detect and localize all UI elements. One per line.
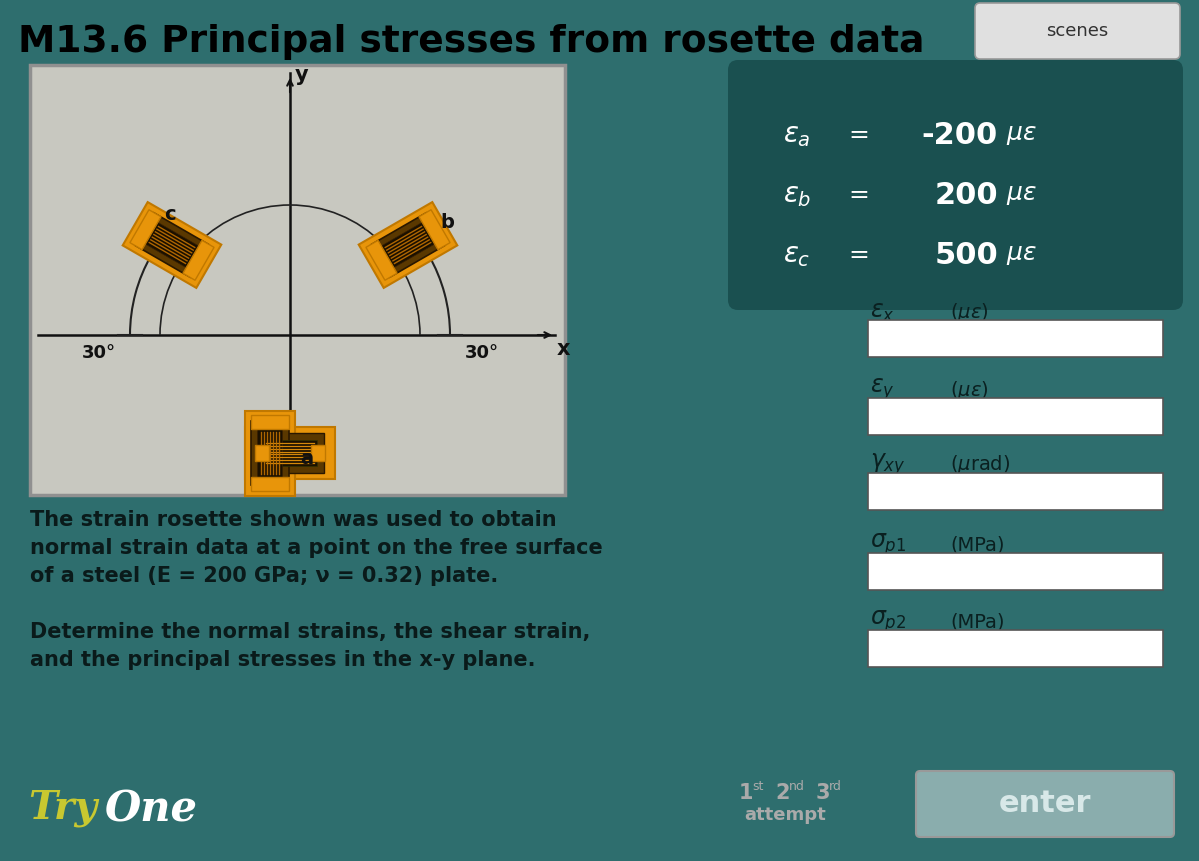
Text: =: = xyxy=(848,183,869,207)
Text: Determine the normal strains, the shear strain,: Determine the normal strains, the shear … xyxy=(30,622,590,642)
Text: $\mathbf{3}$: $\mathbf{3}$ xyxy=(815,783,830,803)
Polygon shape xyxy=(245,411,295,495)
Text: a: a xyxy=(300,449,313,468)
Polygon shape xyxy=(183,240,215,280)
Polygon shape xyxy=(129,210,161,250)
Polygon shape xyxy=(263,440,317,466)
FancyBboxPatch shape xyxy=(868,553,1163,590)
Text: -200: -200 xyxy=(922,121,998,150)
FancyBboxPatch shape xyxy=(916,771,1174,837)
Text: $\mathbf{1}$: $\mathbf{1}$ xyxy=(739,783,753,803)
Text: (MPa): (MPa) xyxy=(950,612,1005,631)
Text: $\mu\varepsilon$: $\mu\varepsilon$ xyxy=(1006,243,1037,267)
Polygon shape xyxy=(257,433,324,473)
Text: normal strain data at a point on the free surface: normal strain data at a point on the fre… xyxy=(30,538,603,558)
Polygon shape xyxy=(251,415,289,430)
Polygon shape xyxy=(359,202,457,288)
Polygon shape xyxy=(252,421,289,485)
Text: and the principal stresses in the x-y plane.: and the principal stresses in the x-y pl… xyxy=(30,650,536,670)
Text: $\mu\varepsilon$: $\mu\varepsilon$ xyxy=(1006,123,1037,147)
FancyBboxPatch shape xyxy=(30,65,565,495)
Text: enter: enter xyxy=(999,790,1091,819)
Text: x: x xyxy=(558,339,571,359)
Text: $\mu\varepsilon$: $\mu\varepsilon$ xyxy=(1006,183,1037,207)
Polygon shape xyxy=(366,240,397,280)
Polygon shape xyxy=(370,213,445,277)
FancyBboxPatch shape xyxy=(868,630,1163,667)
Polygon shape xyxy=(122,202,222,288)
FancyBboxPatch shape xyxy=(30,65,565,77)
Polygon shape xyxy=(380,222,435,268)
Text: (MPa): (MPa) xyxy=(950,536,1005,554)
Text: $\varepsilon_y$: $\varepsilon_y$ xyxy=(870,376,894,403)
Text: $\varepsilon_a$: $\varepsilon_a$ xyxy=(783,121,811,148)
Text: 500: 500 xyxy=(934,240,998,269)
Polygon shape xyxy=(251,477,289,491)
Text: 200: 200 xyxy=(934,181,998,209)
FancyBboxPatch shape xyxy=(868,398,1163,435)
Text: $(\mu\varepsilon)$: $(\mu\varepsilon)$ xyxy=(950,300,988,324)
Text: 30°: 30° xyxy=(465,344,499,362)
Text: The strain rosette shown was used to obtain: The strain rosette shown was used to obt… xyxy=(30,510,556,530)
Text: $\sigma_{p2}$: $\sigma_{p2}$ xyxy=(870,609,906,635)
Text: y: y xyxy=(295,65,308,85)
Text: rd: rd xyxy=(829,779,842,792)
Text: $\sigma_{p1}$: $\sigma_{p1}$ xyxy=(870,531,906,558)
Text: of a steel (E = 200 GPa; ν = 0.32) plate.: of a steel (E = 200 GPa; ν = 0.32) plate… xyxy=(30,566,499,586)
Polygon shape xyxy=(135,213,209,277)
Polygon shape xyxy=(311,445,325,461)
Text: =: = xyxy=(848,123,869,147)
Polygon shape xyxy=(255,445,269,461)
Polygon shape xyxy=(245,427,335,479)
FancyBboxPatch shape xyxy=(728,60,1183,310)
Text: $\mathbf{2}$: $\mathbf{2}$ xyxy=(775,783,790,803)
Text: $\varepsilon_b$: $\varepsilon_b$ xyxy=(783,182,812,208)
Text: attempt: attempt xyxy=(745,806,826,824)
Text: $\varepsilon_c$: $\varepsilon_c$ xyxy=(783,241,811,269)
Text: 30°: 30° xyxy=(82,344,116,362)
FancyBboxPatch shape xyxy=(868,320,1163,357)
Text: Try: Try xyxy=(28,789,97,827)
Polygon shape xyxy=(418,210,450,250)
Text: $(\mu\varepsilon)$: $(\mu\varepsilon)$ xyxy=(950,379,988,401)
Text: M13.6 Principal stresses from rosette data: M13.6 Principal stresses from rosette da… xyxy=(18,24,924,60)
Polygon shape xyxy=(258,429,283,478)
Text: b: b xyxy=(440,214,454,232)
FancyBboxPatch shape xyxy=(975,3,1180,59)
Text: c: c xyxy=(164,206,175,225)
Text: $(\mu\mathrm{rad})$: $(\mu\mathrm{rad})$ xyxy=(950,454,1011,476)
Text: $\varepsilon_x$: $\varepsilon_x$ xyxy=(870,300,894,324)
Text: $\gamma_{xy}$: $\gamma_{xy}$ xyxy=(870,452,905,479)
Text: nd: nd xyxy=(789,779,805,792)
FancyBboxPatch shape xyxy=(868,473,1163,510)
Text: scenes: scenes xyxy=(1046,22,1108,40)
Text: One: One xyxy=(106,789,198,831)
Text: =: = xyxy=(848,243,869,267)
Polygon shape xyxy=(144,222,199,268)
Text: st: st xyxy=(752,779,764,792)
